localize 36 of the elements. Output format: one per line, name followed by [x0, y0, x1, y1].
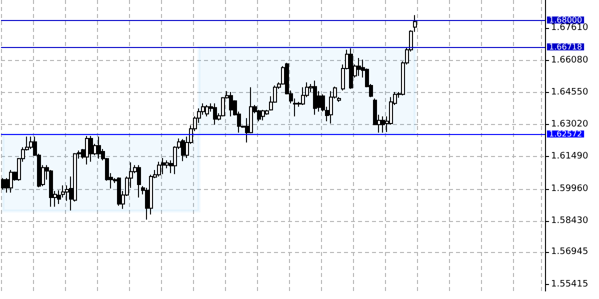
candlestick [313, 80, 317, 116]
candlestick [89, 135, 93, 162]
candlestick [97, 136, 101, 160]
candlestick [349, 48, 353, 90]
candlestick [9, 169, 13, 194]
y-tick-label: 1.64550 [551, 87, 588, 98]
y-tick-label: 1.55415 [551, 279, 588, 290]
candlestick [205, 104, 209, 117]
candlestick [261, 109, 265, 121]
candlestick [181, 138, 185, 162]
candlestick [229, 92, 233, 117]
y-tick-label: 1.67610 [551, 23, 588, 34]
candlestick [85, 135, 89, 166]
y-tick-label: 1.58430 [551, 216, 588, 226]
y-tick-label: 1.63020 [551, 120, 588, 130]
candlestick [357, 57, 361, 76]
candlestick [301, 86, 305, 106]
candlestick [117, 176, 121, 206]
candlestick [49, 169, 53, 208]
y-tick-label: 1.66080 [551, 55, 588, 66]
candlestick [157, 161, 161, 177]
ref-line-label: 1.62572 [549, 130, 582, 139]
y-tick-label: 1.59960 [551, 184, 588, 194]
candlestick [149, 174, 153, 216]
candlestick [329, 90, 333, 124]
y-tick-label: 1.56945 [551, 247, 588, 258]
ref-line-label: 1.66718 [549, 42, 582, 52]
candlestick [381, 116, 385, 134]
candlestick [1, 178, 5, 190]
candlestick [257, 109, 261, 122]
candlestick [57, 190, 61, 205]
candlestick [137, 164, 141, 198]
candlestick [161, 158, 165, 175]
ref-line-label: 1.68000 [549, 15, 582, 24]
candlestick [213, 102, 217, 126]
y-tick-label: 1.61490 [551, 152, 588, 162]
